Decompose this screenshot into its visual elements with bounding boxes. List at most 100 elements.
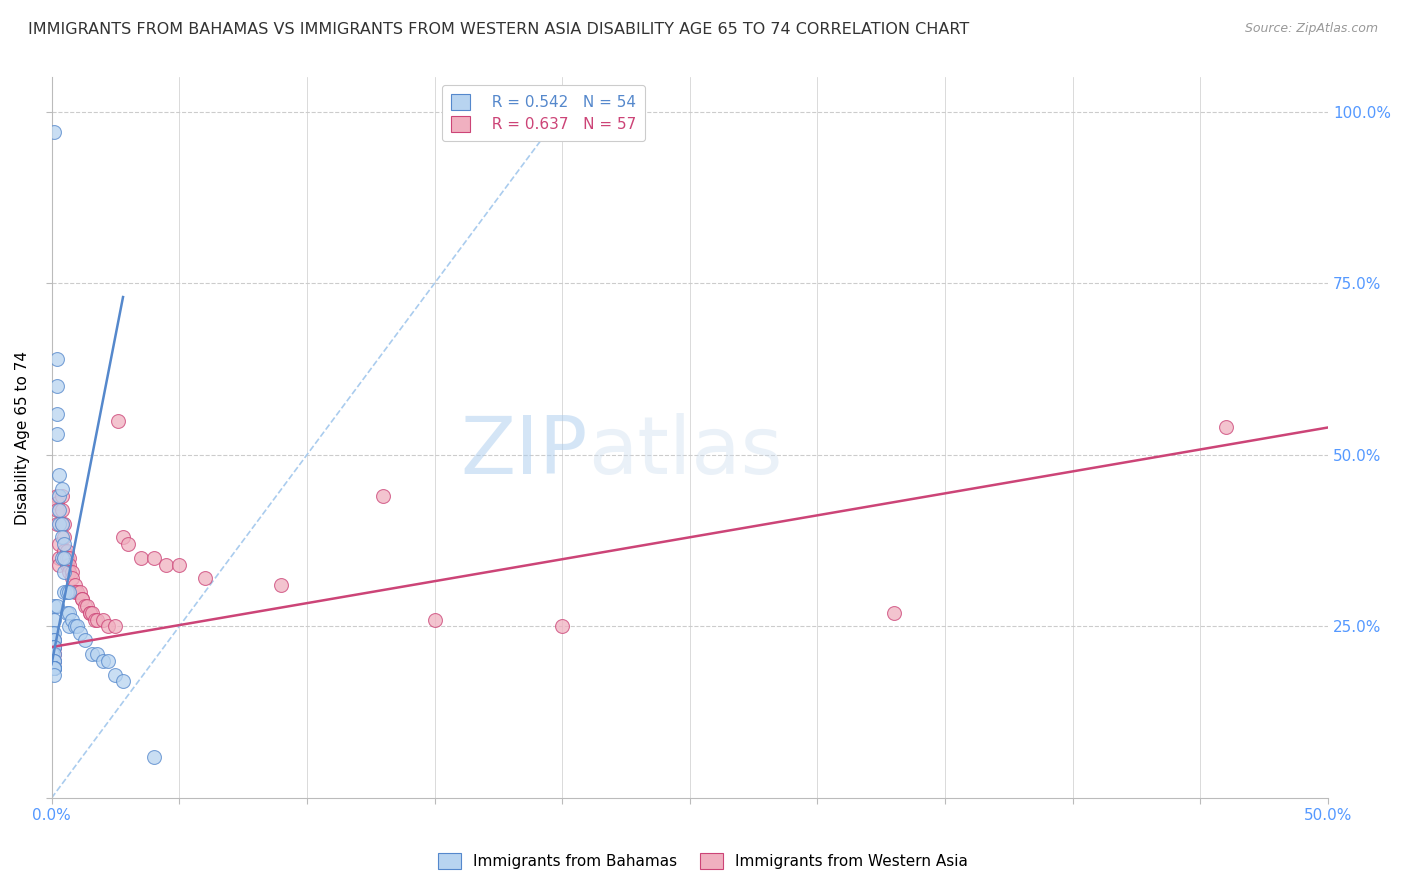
Point — [70, 592, 93, 607]
Point — [69, 585, 91, 599]
Point — [56, 585, 79, 599]
Point — [51, 489, 73, 503]
Point — [53, 516, 76, 531]
Point — [53, 537, 76, 551]
Point — [51, 503, 73, 517]
Legend:   R = 0.542   N = 54,   R = 0.637   N = 57: R = 0.542 N = 54, R = 0.637 N = 57 — [441, 85, 645, 142]
Point — [41, 647, 63, 661]
Point — [42, 599, 65, 613]
Point — [42, 667, 65, 681]
Point — [48, 537, 70, 551]
Point — [42, 661, 65, 675]
Point — [42, 640, 65, 654]
Point — [58, 606, 80, 620]
Point — [42, 633, 65, 648]
Point — [167, 558, 190, 572]
Point — [79, 606, 101, 620]
Point — [51, 482, 73, 496]
Point — [45, 503, 67, 517]
Point — [60, 571, 83, 585]
Point — [42, 626, 65, 640]
Point — [111, 530, 134, 544]
Point — [53, 565, 76, 579]
Point — [42, 125, 65, 139]
Point — [91, 613, 114, 627]
Point — [60, 613, 83, 627]
Point — [97, 619, 120, 633]
Point — [58, 558, 80, 572]
Point — [53, 530, 76, 544]
Point — [1215, 420, 1237, 434]
Point — [42, 647, 65, 661]
Point — [56, 550, 79, 565]
Point — [104, 619, 127, 633]
Point — [56, 558, 79, 572]
Point — [53, 550, 76, 565]
Point — [63, 578, 86, 592]
Point — [48, 550, 70, 565]
Point — [82, 647, 104, 661]
Point — [58, 585, 80, 599]
Point — [142, 750, 165, 764]
Point — [45, 496, 67, 510]
Point — [63, 619, 86, 633]
Point — [42, 640, 65, 654]
Point — [73, 633, 96, 648]
Point — [42, 654, 65, 668]
Point — [48, 489, 70, 503]
Point — [104, 667, 127, 681]
Point — [42, 654, 65, 668]
Point — [97, 654, 120, 668]
Text: Source: ZipAtlas.com: Source: ZipAtlas.com — [1244, 22, 1378, 36]
Point — [86, 613, 108, 627]
Point — [53, 544, 76, 558]
Point — [58, 550, 80, 565]
Point — [107, 414, 129, 428]
Point — [51, 516, 73, 531]
Point — [56, 544, 79, 558]
Point — [41, 626, 63, 640]
Point — [70, 592, 93, 607]
Point — [73, 599, 96, 613]
Point — [48, 558, 70, 572]
Legend: Immigrants from Bahamas, Immigrants from Western Asia: Immigrants from Bahamas, Immigrants from… — [432, 847, 974, 875]
Point — [45, 516, 67, 531]
Point — [48, 468, 70, 483]
Point — [129, 550, 152, 565]
Point — [194, 571, 217, 585]
Point — [42, 640, 65, 654]
Point — [91, 654, 114, 668]
Point — [111, 674, 134, 689]
Point — [45, 351, 67, 366]
Point — [42, 661, 65, 675]
Point — [58, 565, 80, 579]
Point — [66, 619, 89, 633]
Point — [270, 578, 292, 592]
Point — [66, 585, 89, 599]
Point — [42, 613, 65, 627]
Point — [82, 606, 104, 620]
Point — [42, 654, 65, 668]
Point — [51, 530, 73, 544]
Point — [42, 633, 65, 648]
Point — [48, 516, 70, 531]
Point — [155, 558, 177, 572]
Point — [373, 489, 395, 503]
Point — [58, 619, 80, 633]
Point — [45, 427, 67, 442]
Point — [41, 640, 63, 654]
Point — [76, 599, 98, 613]
Point — [42, 633, 65, 648]
Point — [117, 537, 139, 551]
Point — [79, 606, 101, 620]
Point — [51, 550, 73, 565]
Point — [42, 640, 65, 654]
Text: ZIP: ZIP — [460, 413, 588, 491]
Point — [69, 626, 91, 640]
Point — [48, 503, 70, 517]
Point — [42, 661, 65, 675]
Point — [60, 565, 83, 579]
Point — [42, 647, 65, 661]
Point — [42, 661, 65, 675]
Point — [56, 606, 79, 620]
